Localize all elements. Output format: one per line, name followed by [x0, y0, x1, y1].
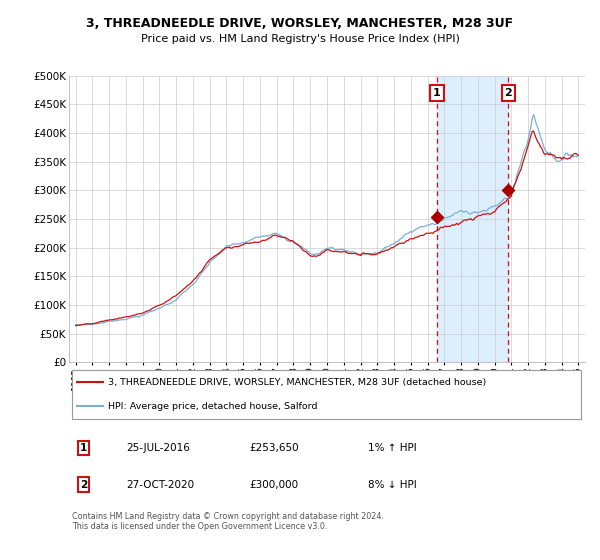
- Text: Price paid vs. HM Land Registry's House Price Index (HPI): Price paid vs. HM Land Registry's House …: [140, 34, 460, 44]
- Text: 27-OCT-2020: 27-OCT-2020: [126, 480, 194, 490]
- Text: 3, THREADNEEDLE DRIVE, WORSLEY, MANCHESTER, M28 3UF: 3, THREADNEEDLE DRIVE, WORSLEY, MANCHEST…: [86, 17, 514, 30]
- Text: 2: 2: [80, 480, 87, 490]
- Text: 2: 2: [505, 88, 512, 98]
- Text: 1: 1: [80, 443, 87, 453]
- FancyBboxPatch shape: [71, 370, 581, 419]
- Text: £300,000: £300,000: [250, 480, 299, 490]
- Text: Contains HM Land Registry data © Crown copyright and database right 2024.
This d: Contains HM Land Registry data © Crown c…: [71, 512, 383, 531]
- Text: 25-JUL-2016: 25-JUL-2016: [126, 443, 190, 453]
- Text: 3, THREADNEEDLE DRIVE, WORSLEY, MANCHESTER, M28 3UF (detached house): 3, THREADNEEDLE DRIVE, WORSLEY, MANCHEST…: [108, 378, 486, 387]
- Bar: [437, 76, 508, 362]
- Text: HPI: Average price, detached house, Salford: HPI: Average price, detached house, Salf…: [108, 402, 317, 410]
- Text: 1: 1: [433, 88, 441, 98]
- Text: 8% ↓ HPI: 8% ↓ HPI: [368, 480, 417, 490]
- Text: £253,650: £253,650: [250, 443, 299, 453]
- Text: 1% ↑ HPI: 1% ↑ HPI: [368, 443, 417, 453]
